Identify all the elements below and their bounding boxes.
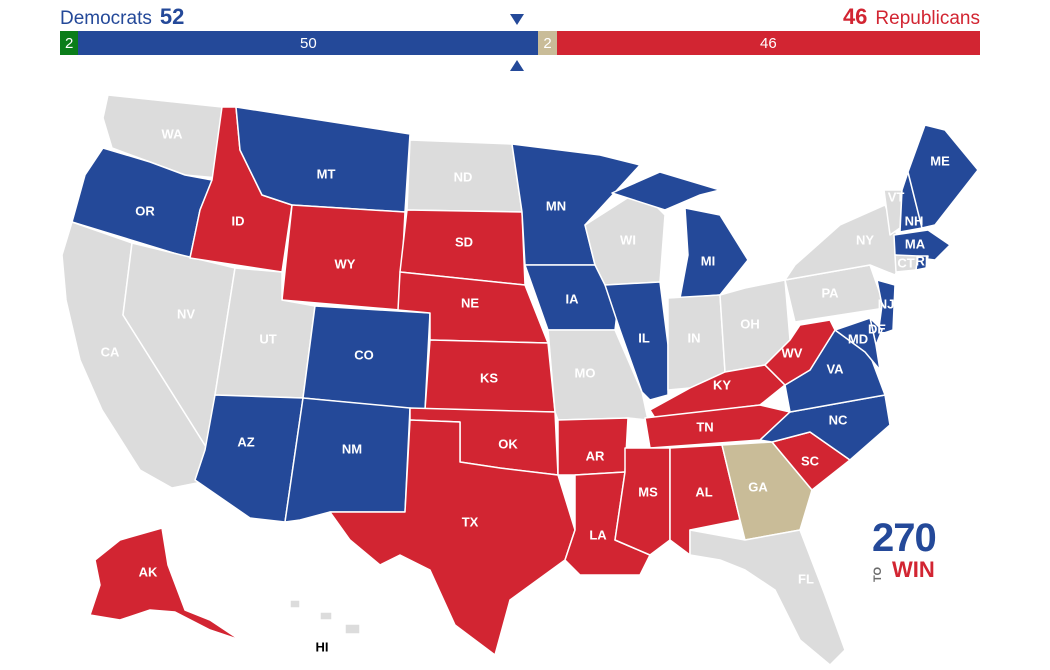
bar-segment-2: 2 bbox=[538, 31, 557, 55]
state-ri[interactable] bbox=[915, 255, 929, 271]
state-label-tx: TX bbox=[462, 514, 479, 529]
bar-segment-1: 50 bbox=[78, 31, 539, 55]
state-label-mo: MO bbox=[575, 365, 596, 380]
state-label-ms: MS bbox=[638, 484, 658, 499]
state-tx[interactable] bbox=[329, 419, 576, 656]
democrats-count: 52 bbox=[159, 4, 185, 29]
state-il[interactable] bbox=[604, 281, 669, 401]
state-label-id: ID bbox=[232, 213, 245, 228]
state-label-ky: KY bbox=[713, 377, 731, 392]
state-label-or: OR bbox=[135, 203, 155, 218]
state-label-nm: NM bbox=[342, 441, 362, 456]
state-label-ne: NE bbox=[461, 295, 479, 310]
state-label-me: ME bbox=[930, 153, 950, 168]
state-label-ct: CT bbox=[897, 255, 914, 270]
democrats-label: Democrats bbox=[60, 8, 152, 29]
republicans-count: 46 bbox=[842, 4, 868, 29]
state-label-co: CO bbox=[354, 347, 374, 362]
state-label-nv: NV bbox=[177, 306, 195, 321]
state-label-in: IN bbox=[688, 330, 701, 345]
logo-to: TO bbox=[872, 566, 884, 582]
majority-marker-top-icon bbox=[510, 14, 524, 25]
majority-marker-bottom-icon bbox=[510, 60, 524, 71]
state-label-md: MD bbox=[848, 331, 868, 346]
state-hi[interactable] bbox=[289, 599, 361, 635]
state-label-ca: CA bbox=[101, 344, 120, 359]
state-az[interactable] bbox=[194, 394, 304, 523]
state-label-ny: NY bbox=[856, 232, 874, 247]
state-nm[interactable] bbox=[284, 397, 411, 523]
state-label-wa: WA bbox=[162, 126, 184, 141]
270-to-win-logo: 270 TO WIN bbox=[872, 518, 952, 584]
state-label-sc: SC bbox=[801, 453, 820, 468]
state-ak[interactable] bbox=[89, 527, 241, 641]
state-label-ks: KS bbox=[480, 370, 498, 385]
bar-segment-0: 2 bbox=[60, 31, 79, 55]
state-md[interactable] bbox=[834, 317, 881, 371]
state-label-oh: OH bbox=[740, 316, 760, 331]
republicans-header: 46 Republicans bbox=[843, 4, 980, 32]
state-label-az: AZ bbox=[237, 434, 254, 449]
state-label-pa: PA bbox=[821, 285, 839, 300]
state-label-al: AL bbox=[695, 484, 712, 499]
state-label-tn: TN bbox=[696, 419, 713, 434]
state-label-mi: MI bbox=[701, 253, 715, 268]
state-label-ut: UT bbox=[259, 331, 276, 346]
state-wv[interactable] bbox=[764, 319, 836, 386]
state-fl[interactable] bbox=[689, 529, 846, 666]
state-label-mt: MT bbox=[317, 166, 336, 181]
democrats-header: Democrats 52 bbox=[60, 4, 184, 32]
logo-number: 270 bbox=[872, 516, 937, 560]
state-label-ma: MA bbox=[905, 236, 926, 251]
state-label-ga: GA bbox=[748, 479, 768, 494]
state-ma[interactable] bbox=[893, 229, 951, 261]
state-label-nh: NH bbox=[905, 213, 924, 228]
state-label-wv: WV bbox=[782, 345, 803, 360]
state-label-ia: IA bbox=[566, 291, 580, 306]
state-label-la: LA bbox=[589, 527, 607, 542]
state-label-nc: NC bbox=[829, 412, 848, 427]
state-mo[interactable] bbox=[547, 329, 649, 421]
state-nj[interactable] bbox=[876, 279, 896, 336]
state-label-mn: MN bbox=[546, 198, 566, 213]
seat-count-bar: 2 50 2 46 bbox=[60, 31, 980, 55]
state-label-ok: OK bbox=[498, 436, 518, 451]
state-label-ak: AK bbox=[139, 564, 158, 579]
state-label-fl: FL bbox=[798, 571, 814, 586]
state-label-de: DE bbox=[868, 321, 886, 336]
state-label-wy: WY bbox=[335, 256, 356, 271]
bar-segment-3: 46 bbox=[556, 31, 980, 55]
state-label-va: VA bbox=[826, 361, 844, 376]
state-label-nj: NJ bbox=[878, 296, 895, 311]
state-me[interactable] bbox=[907, 124, 979, 229]
state-label-ri: RI bbox=[916, 253, 929, 268]
state-label-sd: SD bbox=[455, 234, 473, 249]
republicans-label: Republicans bbox=[875, 8, 980, 29]
state-label-ar: AR bbox=[586, 448, 605, 463]
state-label-wi: WI bbox=[620, 232, 636, 247]
state-ar[interactable] bbox=[557, 417, 629, 476]
state-label-il: IL bbox=[638, 330, 650, 345]
logo-win: WIN bbox=[892, 557, 935, 582]
state-label-nd: ND bbox=[454, 169, 473, 184]
state-label-hi: HI bbox=[316, 639, 329, 654]
state-label-vt: VT bbox=[888, 189, 905, 204]
